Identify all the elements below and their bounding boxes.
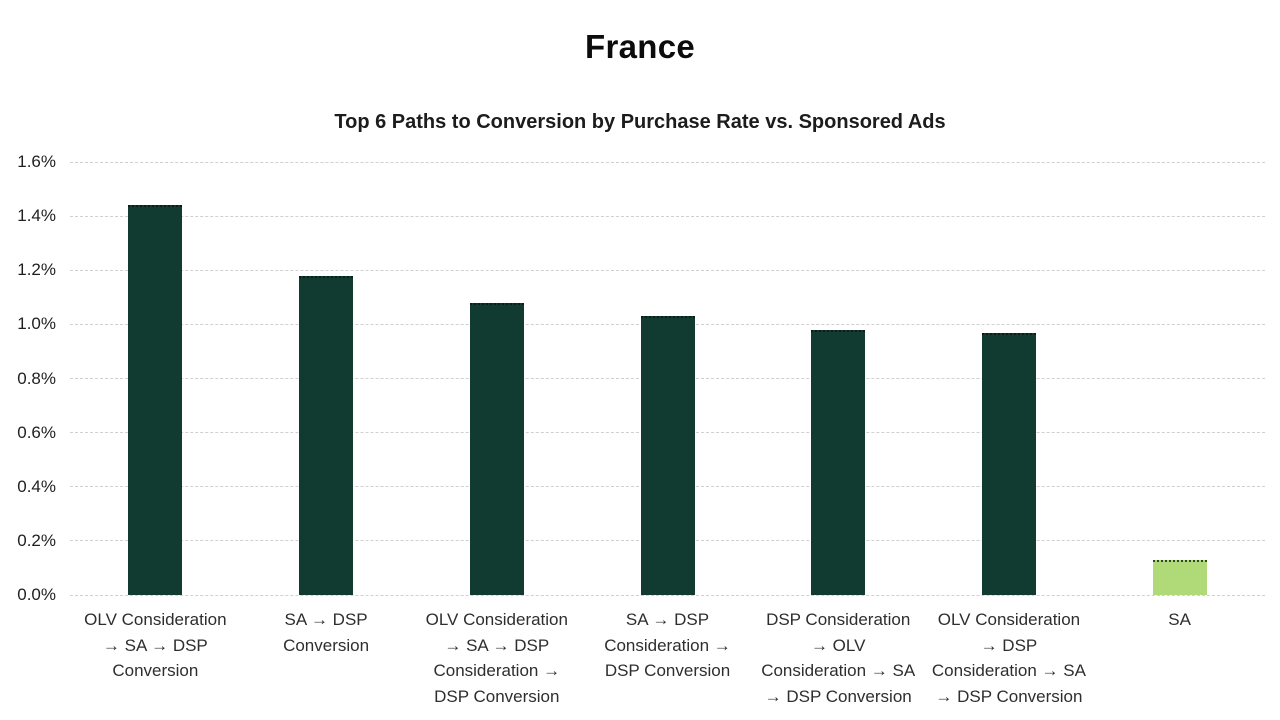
y-axis-tick-label: 0.2% [17,530,56,550]
x-axis-category-label-line: → SA → DSP [102,635,208,655]
x-axis-category-label-line: DSP Conversion [604,661,731,680]
x-axis-category-label-line: Conversion [283,635,370,655]
bar-3 [469,302,524,595]
bar-6 [981,332,1036,595]
x-axis-category-label: OLV Consideration → SA → DSP Consideration… [385,607,609,709]
gridline [70,161,1265,163]
x-axis-category-label-line: Consideration → [433,661,561,680]
x-axis-category-label: SA → DSP Consideration → DSP Conversion [556,607,780,684]
x-axis-category-label-line: → DSP Conversion [764,686,912,706]
bar-5 [811,329,866,595]
y-axis-tick-label: 1.0% [17,314,56,334]
bar-4 [640,316,695,595]
x-axis: OLV Consideration → SA → DSP Conversion SA … [0,607,1280,720]
gridline [70,594,1265,596]
x-axis-category-label-line: OLV Consideration [937,610,1081,629]
bar-7 [1152,559,1207,595]
bar-2 [299,275,354,595]
chart-title: Top 6 Paths to Conversion by Purchase Ra… [334,111,946,133]
y-axis-tick-label: 0.6% [17,422,56,442]
gridline [70,269,1265,271]
x-axis-category-label: OLV Consideration → SA → DSP Conversion [43,607,267,684]
x-axis-category-label-line: → DSP Conversion [935,686,1083,706]
x-axis-category-label-line: → DSP [980,635,1038,655]
bar-chart-plot-area [70,161,1265,596]
x-axis-category-label: OLV Consideration → DSP Consideration → SA… [897,607,1121,709]
x-axis-category-label-line: SA → DSP [625,610,710,629]
x-axis-category-label-line: → SA → DSP [444,635,550,655]
x-axis-category-label-line: DSP Conversion [434,686,560,706]
x-axis-category-label-line: Consideration → SA [761,661,916,680]
x-axis-category-label-line: Consideration → SA [931,661,1086,680]
x-axis-category-label-line: OLV Consideration [425,610,568,629]
x-axis-category-label-line: OLV Consideration [84,610,227,629]
x-axis-category-label-line: → OLV [810,635,866,655]
page-title: France [584,28,696,65]
y-axis-tick-label: 0.0% [17,585,56,604]
y-axis-tick-label: 1.2% [17,260,56,280]
x-axis-category-label-line: Consideration → [604,635,731,655]
x-axis-category-label: SA → DSP Conversion [214,607,438,658]
bar-1 [128,205,183,595]
y-axis-tick-label: 1.4% [17,206,56,226]
y-axis-tick-label: 0.8% [17,368,56,388]
x-axis-category-label-line: SA → DSP [284,610,368,629]
y-axis-tick-label: 0.4% [17,476,56,496]
y-axis: 0.0% 0.2% 0.4% 0.6% 0.8% 1.0% 1.2% 1.4% 1.6% [0,152,56,604]
x-axis-category-label-line: DSP Consideration [766,610,911,629]
y-axis-tick-label: 1.6% [17,152,56,171]
x-axis-category-label: SA [1068,607,1280,633]
gridline [70,215,1265,217]
x-axis-category-label: DSP Consideration → OLV Consideration → SA… [726,607,950,709]
x-axis-category-label-line: Conversion [112,661,199,680]
x-axis-category-label-line: SA [1168,610,1191,629]
